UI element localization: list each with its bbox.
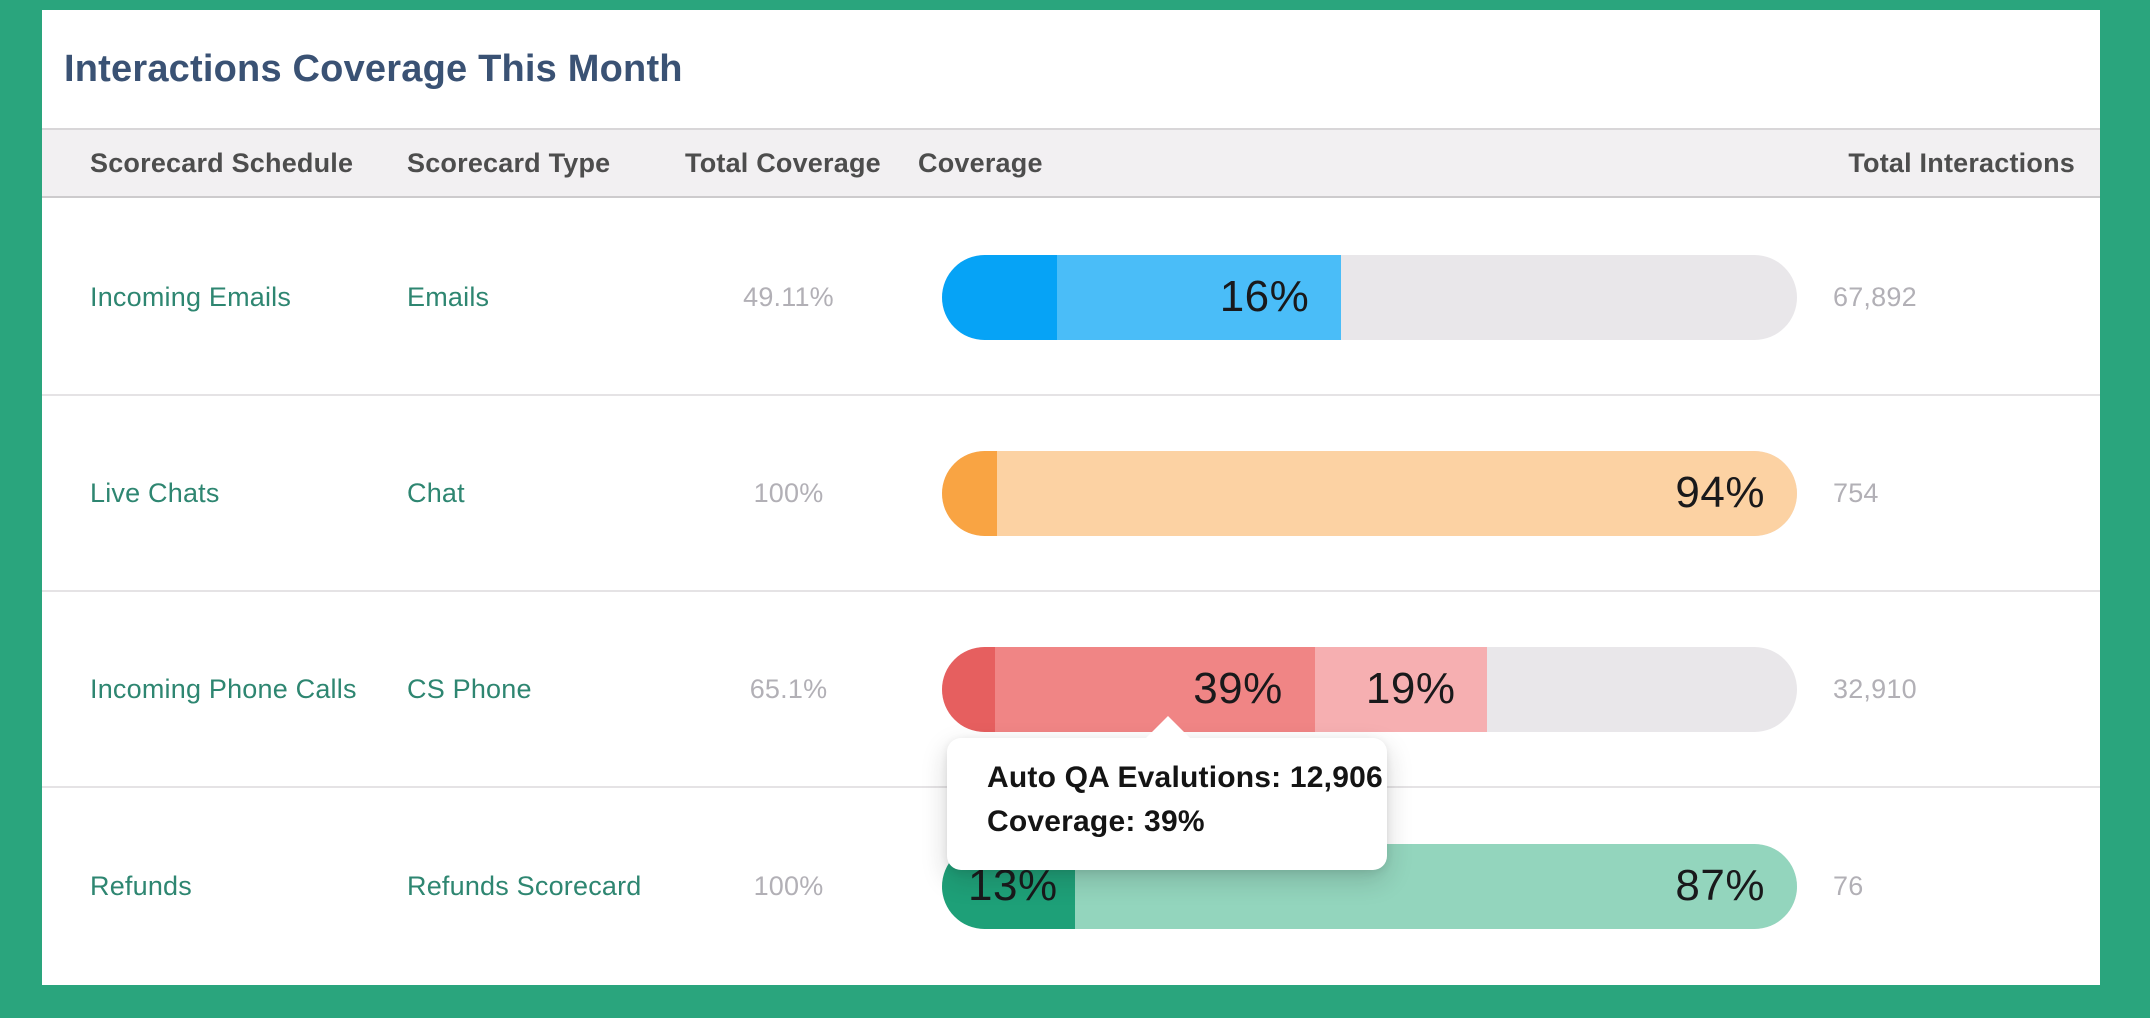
total-coverage-value: 49.11%: [743, 281, 834, 312]
coverage-bar-segment[interactable]: 19%: [1314, 646, 1488, 732]
coverage-bar[interactable]: 94%: [942, 450, 1797, 536]
column-header-total-interactions: Total Interactions: [1848, 147, 2075, 178]
coverage-bar-cell: 39% 19%: [942, 646, 1797, 732]
coverage-bar-segment-label: 16%: [1219, 272, 1310, 321]
coverage-bar-segment-label: 94%: [1675, 468, 1765, 517]
total-interactions-value: 754: [1833, 477, 1879, 508]
column-header-total-coverage: Total Coverage: [685, 147, 881, 178]
total-interactions-value: 32,910: [1833, 673, 1917, 704]
coverage-bar[interactable]: 16%: [942, 254, 1797, 340]
coverage-bar-segment-label: 39%: [1193, 664, 1283, 713]
scorecard-type-label: Refunds Scorecard: [407, 870, 642, 901]
coverage-bar-segment-label: 19%: [1365, 664, 1456, 713]
column-header-scorecard-schedule: Scorecard Schedule: [90, 147, 354, 178]
table-row: Incoming Emails Emails 49.11% 16% 67,892: [42, 200, 2100, 396]
table-row: Incoming Phone Calls CS Phone 65.1% 39% 1…: [42, 592, 2100, 788]
page-title: Interactions Coverage This Month: [64, 48, 683, 90]
scorecard-schedule-link[interactable]: Live Chats: [90, 477, 220, 508]
coverage-bar-segment[interactable]: 39%: [995, 646, 1315, 732]
scorecard-type-label: CS Phone: [407, 673, 532, 704]
tooltip-auto-qa-evaluations-text: Auto QA Evalutions: 12,906: [987, 761, 1383, 794]
column-header-coverage: Coverage: [918, 147, 1043, 178]
coverage-bar-segment-label: 87%: [1675, 861, 1765, 910]
total-coverage-value: 65.1%: [749, 673, 828, 704]
coverage-tooltip: Auto QA Evalutions: 12,906 Coverage: 39%: [947, 716, 1387, 870]
table-body: Incoming Emails Emails 49.11% 16% 67,892…: [42, 200, 2100, 985]
table-row: Live Chats Chat 100% 94% 754: [42, 396, 2100, 592]
scorecard-schedule-link[interactable]: Incoming Emails: [90, 281, 292, 312]
coverage-bar[interactable]: 39% 19%: [942, 646, 1797, 732]
coverage-widget-card: Interactions Coverage This Month Scoreca…: [42, 10, 2100, 985]
total-interactions-value: 76: [1833, 870, 1864, 901]
coverage-bar-segment[interactable]: 94%: [996, 450, 1797, 536]
coverage-bar-segment[interactable]: 16%: [1056, 254, 1342, 340]
coverage-bar-segment[interactable]: [942, 646, 995, 732]
table-header-row: Scorecard Schedule Scorecard Type Total …: [42, 128, 2100, 198]
coverage-bar-segment[interactable]: [942, 254, 1057, 340]
coverage-bar-cell: 94%: [942, 450, 1797, 536]
column-header-scorecard-type: Scorecard Type: [407, 147, 611, 178]
tooltip-caret-up-icon: [1144, 716, 1192, 740]
coverage-bar-segment[interactable]: [942, 450, 997, 536]
tooltip-coverage-text: Coverage: 39%: [987, 805, 1205, 838]
coverage-bar-cell: 16%: [942, 254, 1797, 340]
scorecard-schedule-link[interactable]: Incoming Phone Calls: [90, 673, 357, 704]
total-coverage-value: 100%: [753, 870, 824, 901]
scorecard-type-label: Chat: [407, 477, 465, 508]
total-coverage-value: 100%: [753, 477, 824, 508]
total-interactions-value: 67,892: [1833, 281, 1917, 312]
scorecard-type-label: Emails: [407, 281, 490, 312]
scorecard-schedule-link[interactable]: Refunds: [90, 870, 192, 901]
